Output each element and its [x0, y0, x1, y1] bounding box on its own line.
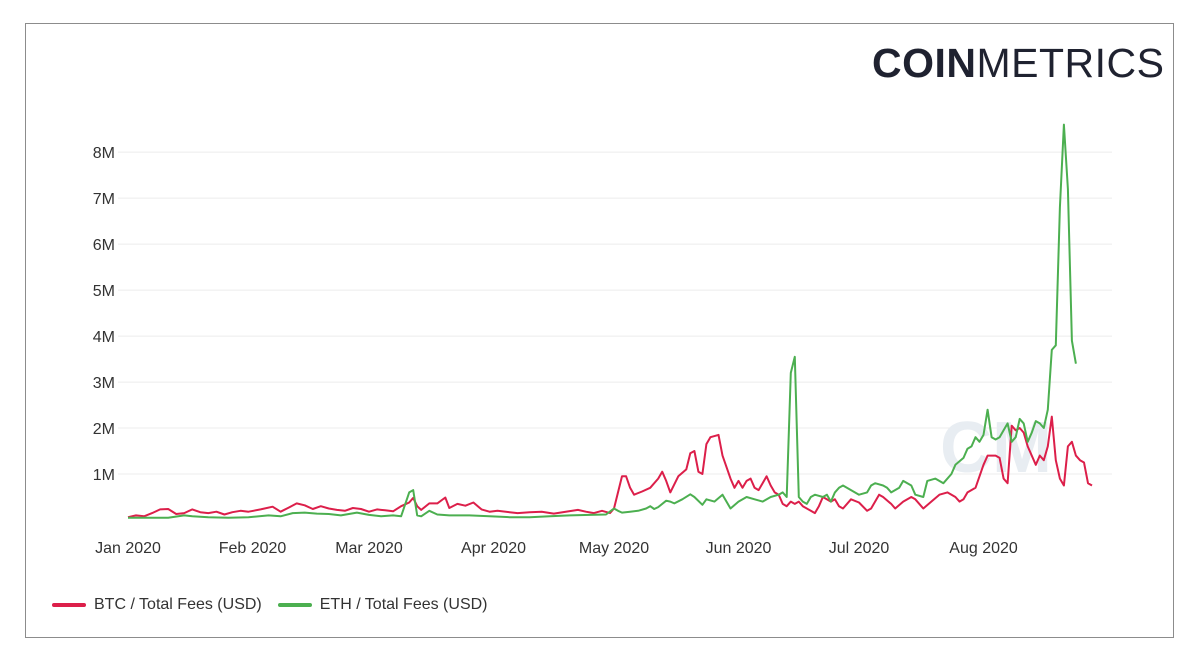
x-tick-label: May 2020 [579, 540, 649, 557]
coinmetrics-logo: COINMETRICS [872, 40, 1165, 87]
legend: BTC / Total Fees (USD) ETH / Total Fees … [52, 596, 504, 614]
x-tick-label: Feb 2020 [219, 540, 287, 557]
series-line-eth[interactable] [128, 123, 1077, 519]
x-tick-label: Jun 2020 [706, 540, 772, 557]
y-tick-label: 7M [93, 191, 115, 208]
legend-label-btc: BTC / Total Fees (USD) [94, 596, 262, 613]
y-tick-label: 3M [93, 375, 115, 392]
watermark-icon: CM [940, 408, 1052, 488]
y-tick-label: 5M [93, 283, 115, 300]
x-tick-label: Jul 2020 [829, 540, 890, 557]
x-tick-label: Jan 2020 [95, 540, 161, 557]
legend-item-btc[interactable]: BTC / Total Fees (USD) [52, 596, 262, 614]
chart-frame [25, 23, 1174, 638]
y-tick-label: 2M [93, 421, 115, 438]
series-line-btc[interactable] [127, 415, 1093, 519]
legend-item-eth[interactable]: ETH / Total Fees (USD) [277, 596, 488, 614]
legend-swatch-eth [277, 603, 312, 607]
y-tick-label: 6M [93, 237, 115, 254]
x-tick-label: Apr 2020 [461, 540, 526, 557]
x-tick-label: Aug 2020 [949, 540, 1018, 557]
svg-text:CM: CM [940, 408, 1052, 488]
logo-bold-text: COIN [872, 40, 977, 86]
y-tick-label: 4M [93, 329, 115, 346]
y-tick-label: 8M [93, 145, 115, 162]
logo-light-text: METRICS [976, 40, 1165, 86]
legend-swatch-btc [52, 603, 86, 607]
x-tick-label: Mar 2020 [335, 540, 403, 557]
y-tick-label: 1M [93, 467, 115, 484]
legend-label-eth: ETH / Total Fees (USD) [319, 596, 488, 613]
